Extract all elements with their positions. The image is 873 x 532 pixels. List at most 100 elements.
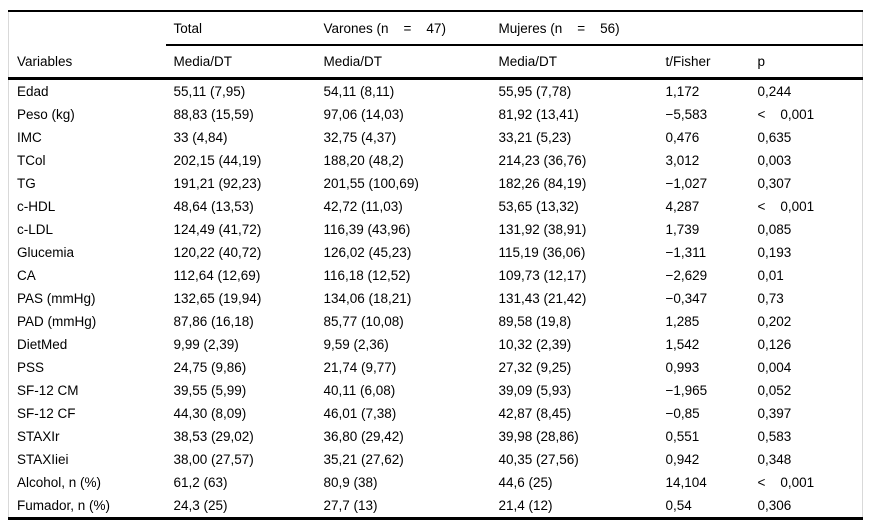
- cell-total: 48,64 (13,53): [173, 199, 254, 214]
- cell-total: 55,11 (7,95): [173, 84, 246, 99]
- cell-varones: 32,75 (4,37): [323, 130, 397, 145]
- cell-total: 88,83 (15,59): [173, 107, 254, 122]
- table-row: c-HDL 48,64 (13,53) 42,72 (11,03) 53,65 …: [9, 195, 863, 218]
- cell-varones: 85,77 (10,08): [323, 314, 404, 329]
- cell-t-fisher: −0,347: [665, 291, 708, 306]
- cell-variable: PAS (mmHg): [17, 291, 96, 306]
- cell-t-fisher: −1,965: [665, 383, 708, 398]
- cell-t-fisher: 0,942: [665, 452, 700, 467]
- cell-mujeres: 182,26 (84,19): [498, 176, 587, 191]
- cell-t-fisher: 1,285: [665, 314, 700, 329]
- cell-total: 132,65 (19,94): [173, 291, 262, 306]
- cell-varones: 35,21 (27,62): [323, 452, 404, 467]
- cell-varones: 27,7 (13): [315, 494, 491, 520]
- cell-varones: 46,01 (7,38): [323, 406, 397, 421]
- cell-p: 0,73: [757, 291, 784, 306]
- cell-varones: 40,11 (6,08): [323, 383, 396, 398]
- cell-t-fisher: 1,542: [665, 337, 700, 352]
- cell-variable: c-HDL: [17, 199, 56, 214]
- cell-variable: Fumador, n (%): [8, 494, 166, 520]
- cell-variable: Edad: [17, 84, 49, 99]
- cell-p: 0,397: [757, 406, 792, 421]
- cell-t-fisher: 14,104: [665, 475, 707, 490]
- cell-t-fisher: −2,629: [665, 268, 708, 283]
- cell-p: < 0,001: [757, 199, 815, 214]
- table-body: Edad 55,11 (7,95) 54,11 (8,11) 55,95 (7,…: [8, 79, 863, 520]
- cell-total: 61,2 (63): [173, 475, 228, 490]
- cell-variable: STAXIr: [17, 429, 60, 444]
- cell-mujeres: 42,87 (8,45): [498, 406, 572, 421]
- cell-p: 0,085: [757, 222, 792, 237]
- cell-varones: 97,06 (14,03): [323, 107, 404, 122]
- cell-total: 112,64 (12,69): [173, 268, 261, 283]
- cell-p: 0,052: [757, 383, 792, 398]
- cell-mujeres: 81,92 (13,41): [498, 107, 579, 122]
- cell-t-fisher: −0,85: [665, 406, 700, 421]
- cell-total: 202,15 (44,19): [173, 153, 262, 168]
- table-row: Alcohol, n (%) 61,2 (63) 80,9 (38) 44,6 …: [9, 471, 863, 494]
- cell-t-fisher: 4,287: [665, 199, 700, 214]
- cell-varones: 126,02 (45,23): [323, 245, 412, 260]
- cell-total: 33 (4,84): [173, 130, 228, 145]
- column-header-row: Variables Media/DT Media/DT Media/DT t/F…: [8, 45, 863, 80]
- cell-varones: 134,06 (18,21): [323, 291, 412, 306]
- cell-p: 0,635: [757, 130, 792, 145]
- cell-variable: STAXIiei: [17, 452, 69, 467]
- table-row: c-LDL 124,49 (41,72) 116,39 (43,96) 131,…: [9, 218, 863, 241]
- cell-varones: 9,59 (2,36): [323, 337, 389, 352]
- cell-total: 38,00 (27,57): [173, 452, 254, 467]
- cell-variable: TCol: [17, 153, 46, 168]
- table-row: PAD (mmHg) 87,86 (16,18) 85,77 (10,08) 8…: [9, 310, 863, 333]
- cell-varones: 36,80 (29,42): [323, 429, 404, 444]
- group-header-spacer: [8, 10, 166, 45]
- cell-t-fisher: 0,54: [657, 494, 750, 520]
- cell-varones: 42,72 (11,03): [323, 199, 403, 214]
- cell-mujeres: 214,23 (36,76): [498, 153, 587, 168]
- table-row: DietMed 9,99 (2,39) 9,59 (2,36) 10,32 (2…: [9, 333, 863, 356]
- cell-p: 0,004: [757, 360, 792, 375]
- col-group-varones: Varones (n = 47): [315, 10, 491, 46]
- cell-mujeres: 33,21 (5,23): [498, 130, 572, 145]
- table-row: STAXIiei 38,00 (27,57) 35,21 (27,62) 40,…: [9, 448, 863, 471]
- cell-mujeres: 21,4 (12): [490, 494, 658, 520]
- col-group-mujeres: Mujeres (n = 56): [490, 10, 863, 46]
- cell-mujeres: 27,32 (9,25): [498, 360, 572, 375]
- cell-mujeres: 40,35 (27,56): [498, 452, 579, 467]
- cell-variable: c-LDL: [17, 222, 54, 237]
- table-row: STAXIr 38,53 (29,02) 36,80 (29,42) 39,98…: [9, 425, 863, 448]
- col-header-media-dt-mujeres: Media/DT: [490, 45, 658, 80]
- cell-total: 24,3 (25): [165, 494, 316, 520]
- cell-p: 0,193: [757, 245, 792, 260]
- cell-t-fisher: 1,739: [665, 222, 700, 237]
- cell-variable: Peso (kg): [17, 107, 75, 122]
- cell-mujeres: 115,19 (36,06): [498, 245, 586, 260]
- cell-p: < 0,001: [757, 475, 815, 490]
- cell-mujeres: 131,43 (21,42): [498, 291, 587, 306]
- cell-t-fisher: −5,583: [665, 107, 708, 122]
- table-row: Peso (kg) 88,83 (15,59) 97,06 (14,03) 81…: [9, 103, 863, 126]
- cell-variable: Alcohol, n (%): [17, 475, 102, 490]
- cell-t-fisher: 0,993: [665, 360, 700, 375]
- col-header-media-dt-varones: Media/DT: [315, 45, 491, 80]
- cell-p: 0,003: [757, 153, 792, 168]
- table-row: SF-12 CM 39,55 (5,99) 40,11 (6,08) 39,09…: [9, 379, 863, 402]
- cell-t-fisher: −1,311: [665, 245, 707, 260]
- table-row: IMC 33 (4,84) 32,75 (4,37) 33,21 (5,23) …: [9, 126, 863, 149]
- cell-variable: PAD (mmHg): [17, 314, 97, 329]
- cell-varones: 201,55 (100,69): [323, 176, 419, 191]
- cell-varones: 116,39 (43,96): [323, 222, 411, 237]
- cell-total: 44,30 (8,09): [173, 406, 247, 421]
- col-header-t-fisher: t/Fisher: [657, 45, 750, 80]
- table-row: PAS (mmHg) 132,65 (19,94) 134,06 (18,21)…: [9, 287, 863, 310]
- cell-variable: TG: [17, 176, 36, 191]
- cell-total: 39,55 (5,99): [173, 383, 247, 398]
- cell-variable: SF-12 CM: [17, 383, 79, 398]
- cell-p: 0,306: [749, 494, 863, 520]
- cell-variable: Glucemia: [17, 245, 75, 260]
- table-row: SF-12 CF 44,30 (8,09) 46,01 (7,38) 42,87…: [9, 402, 863, 425]
- cell-p: 0,348: [757, 452, 792, 467]
- cell-total: 87,86 (16,18): [173, 314, 254, 329]
- cell-t-fisher: −1,027: [665, 176, 708, 191]
- table-row: CA 112,64 (12,69) 116,18 (12,52) 109,73 …: [9, 264, 863, 287]
